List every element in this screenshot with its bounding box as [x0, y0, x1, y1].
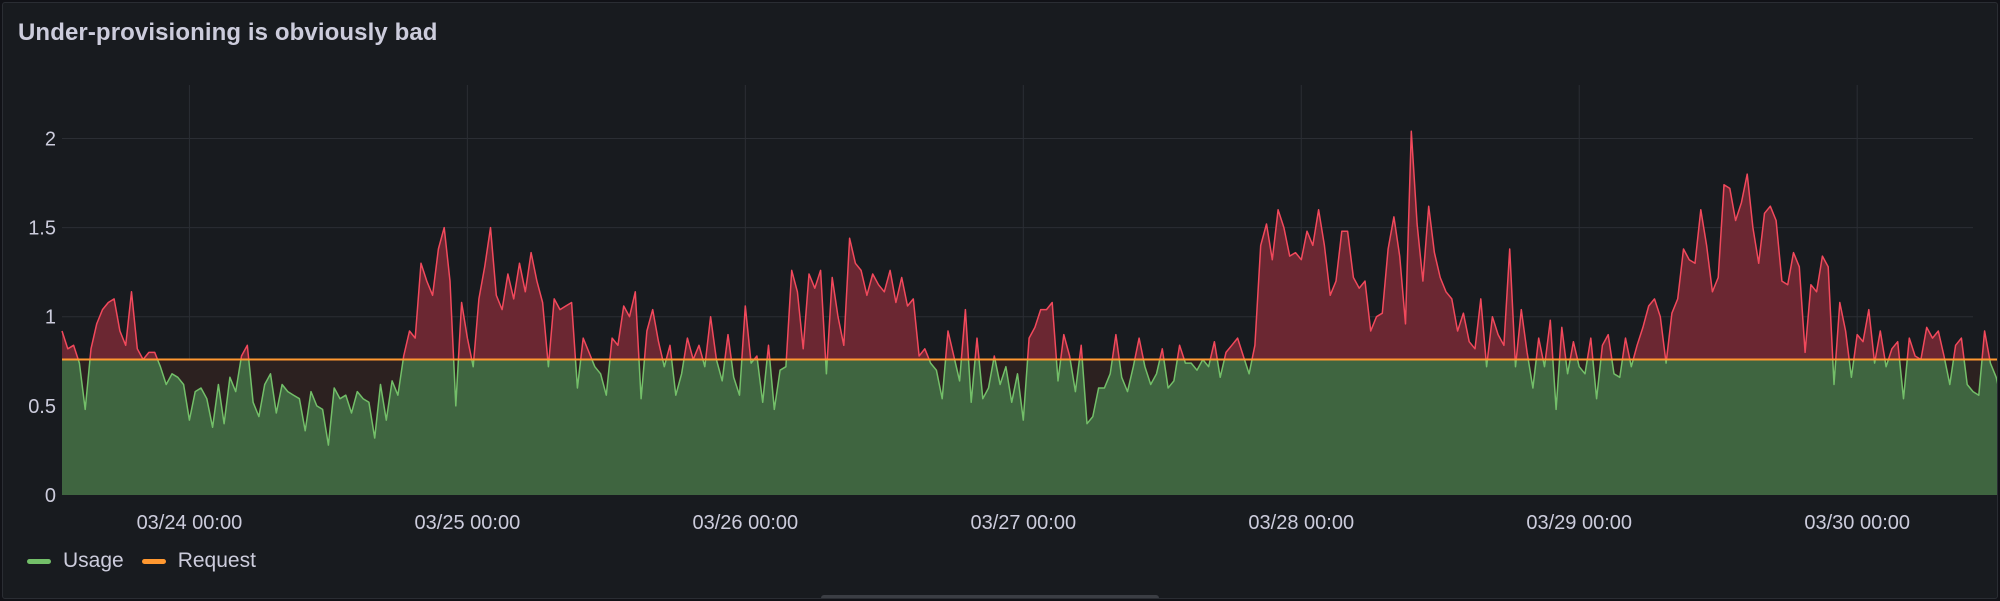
chart-plot[interactable]: 0 0.5 1 1.5 2 03/24 00:00 03/25 00:00 03/26 00:… [3, 3, 1998, 599]
y-tick-label: 1 [45, 307, 56, 329]
x-tick-label: 03/27 00:00 [970, 512, 1076, 534]
x-tick-label: 03/28 00:00 [1248, 512, 1354, 534]
legend-item-request[interactable]: Request [141, 549, 256, 573]
y-tick-label: 0 [45, 485, 56, 507]
horizontal-scrollbar[interactable] [821, 595, 1159, 598]
legend: Usage Request [27, 549, 274, 573]
legend-item-usage[interactable]: Usage [27, 549, 124, 573]
usage-area-fill [62, 359, 1997, 495]
legend-label-request: Request [177, 549, 256, 572]
panel-title: Under-provisioning is obviously bad [18, 19, 438, 46]
y-tick-label: 1.5 [28, 218, 56, 240]
x-tick-label: 03/24 00:00 [137, 512, 243, 534]
y-tick-label: 0.5 [28, 396, 56, 418]
x-tick-label: 03/29 00:00 [1526, 512, 1632, 534]
y-tick-label: 2 [45, 128, 56, 150]
x-tick-label: 03/26 00:00 [692, 512, 798, 534]
excess-area-fill [62, 131, 1990, 360]
x-tick-label: 03/30 00:00 [1804, 512, 1910, 534]
legend-label-usage: Usage [63, 549, 124, 572]
usage-over-request-line [61, 130, 1991, 360]
legend-swatch-usage [27, 558, 51, 564]
x-tick-label: 03/25 00:00 [415, 512, 521, 534]
legend-swatch-request [141, 558, 166, 564]
